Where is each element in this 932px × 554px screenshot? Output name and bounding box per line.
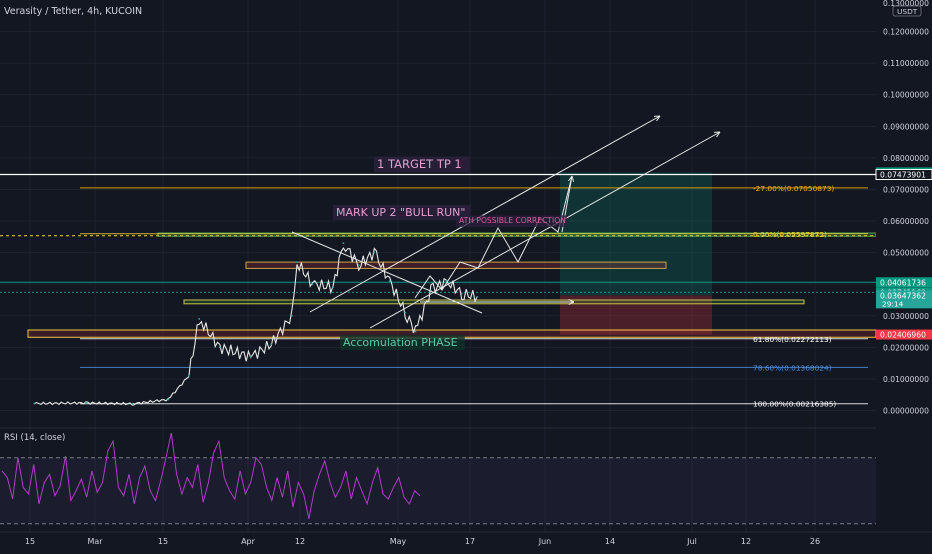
time-tick-label: Jul	[686, 537, 697, 546]
price-point	[249, 355, 252, 358]
price-point	[296, 261, 298, 264]
price-tick-label: 0.02000000	[883, 343, 929, 352]
price-tick-label: 0.08000000	[883, 154, 929, 163]
price-point	[167, 398, 170, 401]
fib-level-label: 100.00%(0.00216385)	[753, 400, 836, 409]
price-point	[131, 402, 134, 405]
price-point	[445, 280, 448, 282]
price-tag-label: 0.02406960	[880, 331, 926, 340]
channel-upper-arrow-head	[653, 115, 661, 122]
chart-title: Verasity / Tether, 4h, KUCOIN	[4, 6, 142, 17]
annotation-target-bg	[374, 156, 470, 172]
annotation-ath-bg	[456, 215, 567, 227]
price-point	[84, 402, 87, 404]
price-tick-label: 0.10000000	[883, 91, 929, 100]
price-tick-label: 0.12000000	[883, 28, 929, 37]
price-point	[342, 242, 345, 245]
rsi-band	[0, 457, 876, 524]
price-point	[357, 264, 360, 267]
channel-lower-arrow	[369, 131, 721, 329]
price-point	[218, 346, 221, 349]
price-tag-label: 0.03647362	[880, 291, 926, 300]
channel-lower-arrow-head	[713, 131, 721, 138]
price-point	[290, 314, 293, 317]
price-tick-label: 0.11000000	[883, 59, 929, 68]
rsi-label: RSI (14, close)	[4, 433, 65, 443]
stop-zone	[560, 295, 712, 335]
price-tag	[876, 290, 932, 309]
price-point	[404, 311, 407, 314]
fib-level-label: 0.00%(0.05597872)	[753, 230, 827, 239]
price-tick-label: 0.09000000	[883, 122, 929, 131]
price-tags: 0.075408280.074739010.040617360.03741162…	[875, 167, 932, 340]
price-tag	[876, 329, 932, 340]
time-tick-label: 15	[158, 537, 168, 546]
fib-levels: -27.00%(0.07050873) 0.00%(0.05597872) 61.8…	[80, 184, 868, 409]
time-tick-label: May	[390, 537, 407, 546]
time-tick-label: Apr	[241, 537, 256, 546]
price-tick-label: 0.07000000	[883, 185, 929, 194]
grid	[0, 0, 876, 532]
trend-drawings	[291, 115, 721, 329]
price-point	[414, 330, 417, 333]
time-tick-label: 12	[295, 537, 305, 546]
price-tick-label: 0.05000000	[883, 249, 929, 258]
fib-level-label: -27.00%(0.07050873)	[753, 184, 834, 193]
price-point	[460, 292, 463, 295]
price-point	[187, 374, 190, 377]
price-tag	[876, 277, 932, 288]
rsi-pane: RSI (14, close)80.0060.0040.00	[0, 427, 932, 525]
price-tick-label: 0.00000000	[883, 407, 929, 416]
time-axis[interactable]: 15 Mar 15 Apr 12 May 17 Jun 14 Jul 12 26	[0, 531, 932, 550]
price-tag-label: 0.04061736	[880, 278, 926, 287]
price-tag	[875, 169, 932, 181]
price-point	[198, 318, 201, 320]
price-point	[33, 402, 36, 405]
annotation-markup-bg	[333, 205, 471, 220]
time-tick-label: Jun	[538, 537, 552, 546]
annotations: 1 TARGET TP 1 MARK UP 2 "BULL RUN"ATH POS…	[333, 156, 567, 350]
price-point	[476, 295, 479, 298]
annotation-markup: MARK UP 2 "BULL RUN"	[336, 206, 465, 219]
price-line	[34, 247, 478, 406]
price-point	[332, 286, 334, 289]
price-tick-label: 0.03000000	[883, 312, 929, 321]
time-tick-label: 12	[741, 537, 751, 546]
time-axis-bg	[0, 532, 932, 550]
projection-arrow-head	[568, 175, 575, 182]
fib-level-label: 78.60%(0.01368024)	[753, 363, 832, 372]
price-tick-label: 0.01000000	[883, 375, 929, 384]
price-tick-label: 0.06000000	[883, 217, 929, 226]
horizontal-arrow-head	[568, 298, 575, 306]
annotation-accumulation: Accomulation PHASE	[343, 336, 458, 349]
rsi-line	[1, 432, 421, 519]
time-tick-label: Mar	[87, 537, 103, 546]
time-tick-label: 17	[465, 537, 475, 546]
annotation-target: 1 TARGET TP 1	[377, 157, 462, 171]
price-axis-bg	[876, 0, 932, 532]
currency-label: USDT	[897, 7, 918, 16]
price-point	[311, 283, 314, 286]
downtrend-line	[291, 231, 483, 314]
annotation-accumulation-bg	[340, 335, 465, 350]
price-point	[270, 343, 273, 346]
time-tick-label: 14	[605, 537, 615, 546]
fib-level-label: 61.80%(0.02272113)	[753, 335, 832, 344]
channel-upper-arrow	[309, 115, 661, 313]
currency-badge	[892, 5, 922, 17]
time-tick-label: 15	[25, 537, 35, 546]
price-axis-top: 0.13000000	[883, 0, 929, 8]
time-tick-label: 26	[810, 537, 820, 546]
annotation-ath: ATH POSSIBLE CORRECTION	[459, 216, 566, 225]
price-tag-label: 0.07473901	[880, 171, 926, 180]
price-point	[373, 251, 376, 254]
price-point	[388, 280, 391, 282]
price-tag-countdown: 29:14	[882, 299, 904, 308]
